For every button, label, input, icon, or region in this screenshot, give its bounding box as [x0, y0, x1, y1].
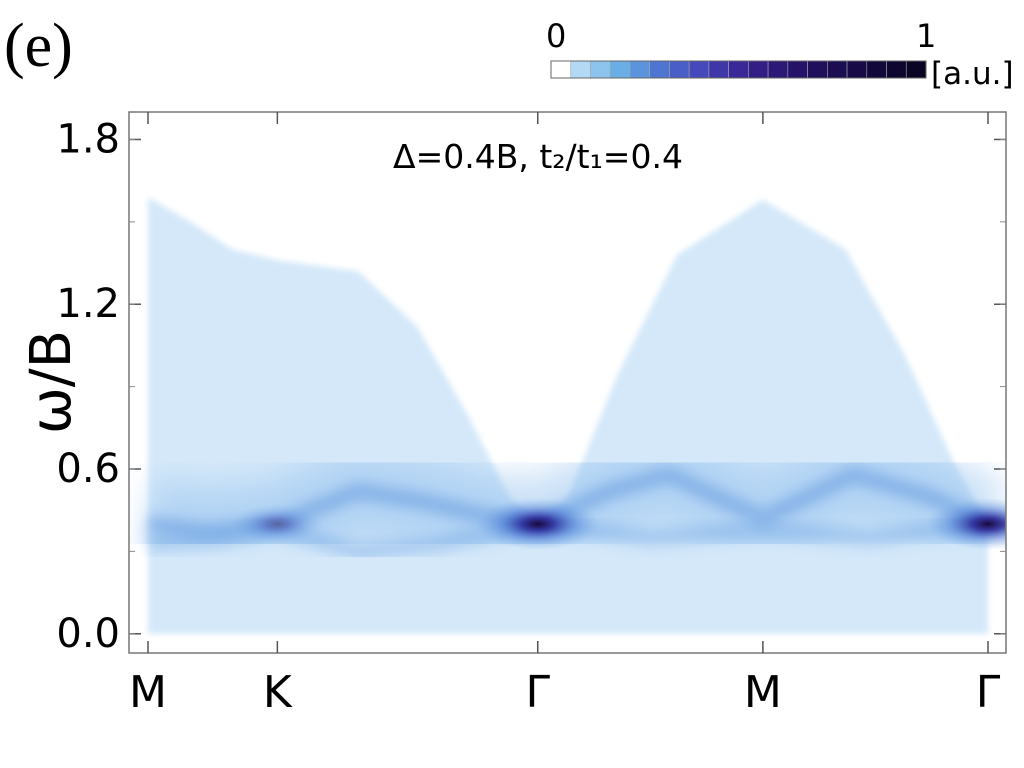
colorbar-cell	[550, 60, 572, 79]
y-tick-label: 1.8	[56, 116, 120, 162]
colorbar-cell	[807, 60, 828, 79]
x-tick-label: K	[263, 667, 293, 718]
x-tick-label: M	[129, 667, 167, 718]
colorbar-cell	[767, 60, 789, 79]
panel-label: (e)	[4, 12, 73, 80]
y-axis: 0.0 0.6 1.2 1.8	[56, 116, 1006, 657]
y-axis-label: ω/B	[19, 330, 84, 434]
x-tick-label: M	[744, 667, 782, 718]
plot-frame	[128, 111, 1007, 654]
colorbar-cell	[570, 60, 591, 79]
y-tick-label: 0.6	[56, 446, 120, 492]
x-tick-label: Γ	[526, 667, 551, 718]
colorbar-cell	[748, 60, 769, 79]
colorbar-unit-label: [a.u.]	[931, 56, 1014, 92]
colorbar-cell	[649, 60, 670, 79]
colorbar-cell	[886, 60, 907, 79]
colorbar-cell	[708, 60, 729, 79]
heatmap-area	[141, 197, 1006, 634]
colorbar: 0 1 [a.u.]	[546, 17, 1014, 92]
colorbar-max-label: 1	[916, 17, 936, 55]
colorbar-cell	[669, 60, 690, 79]
colorbar-frame	[550, 60, 927, 79]
intensity-peak	[926, 497, 1006, 550]
colorbar-cell	[846, 60, 868, 79]
y-tick-label: 0.0	[56, 611, 120, 657]
parameter-annotation: Δ=0.4B, t₂/t₁=0.4	[393, 137, 683, 176]
y-tick-label: 1.2	[56, 281, 120, 327]
intensity-peak	[475, 497, 600, 550]
colorbar-cell	[728, 60, 749, 79]
x-tick-label: Γ	[976, 667, 1001, 718]
colorbar-cell	[787, 60, 808, 79]
intensity-peak	[230, 504, 324, 544]
colorbar-cell	[609, 60, 631, 79]
colorbar-cell	[827, 60, 848, 79]
colorbar-min-label: 0	[546, 17, 566, 55]
colorbar-cell	[629, 60, 650, 79]
colorbar-cell	[905, 60, 927, 79]
colorbar-cell	[688, 60, 710, 79]
colorbar-cell	[590, 60, 611, 79]
colorbar-cell	[866, 60, 887, 79]
